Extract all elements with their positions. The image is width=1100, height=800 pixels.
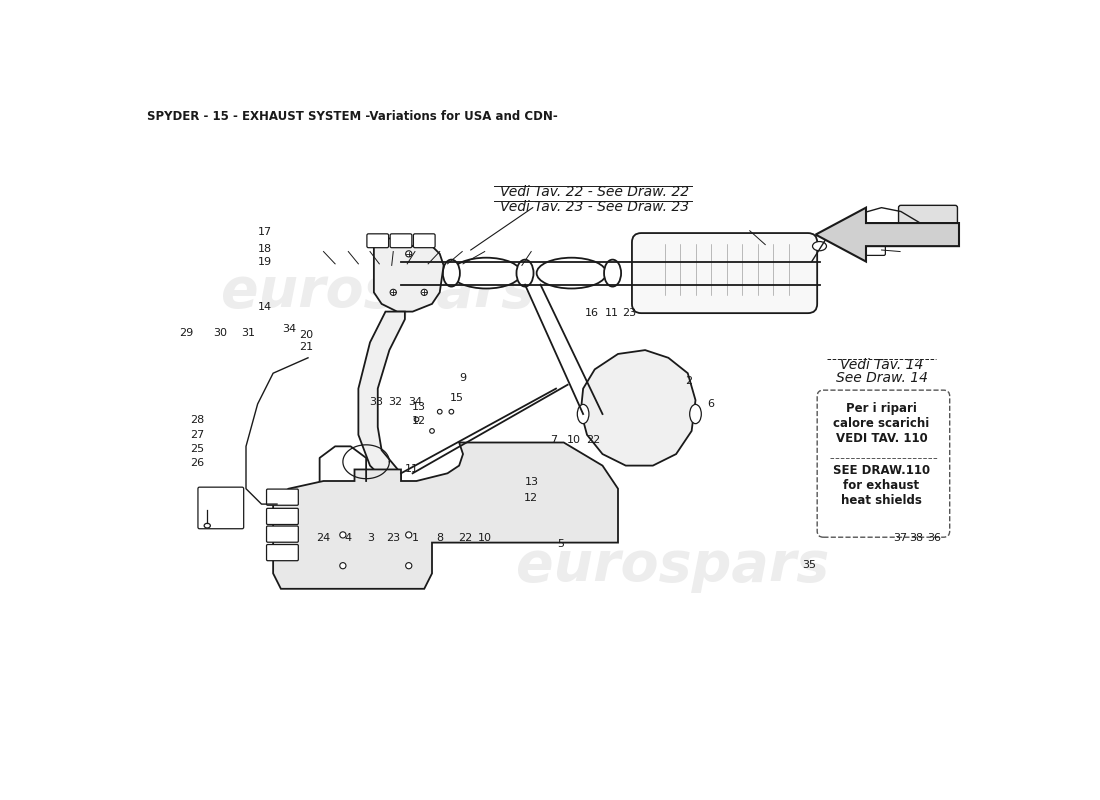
Text: 25: 25 [190,444,205,454]
Text: 29: 29 [179,328,194,338]
Text: 26: 26 [190,458,205,467]
Ellipse shape [449,410,453,414]
Text: 23: 23 [386,534,400,543]
Text: 4: 4 [344,534,352,543]
Polygon shape [581,350,695,466]
Ellipse shape [604,260,622,286]
Text: Vedi Tav. 14: Vedi Tav. 14 [839,358,923,372]
FancyBboxPatch shape [266,545,298,561]
Text: 28: 28 [190,415,205,425]
Text: eurospars: eurospars [516,538,829,593]
Text: 35: 35 [802,560,816,570]
Text: 37: 37 [893,534,907,543]
FancyBboxPatch shape [266,489,298,506]
Text: SPYDER - 15 - EXHAUST SYSTEM -Variations for USA and CDN-: SPYDER - 15 - EXHAUST SYSTEM -Variations… [146,110,558,123]
Text: 15: 15 [449,393,463,403]
Text: 19: 19 [258,258,273,267]
FancyBboxPatch shape [266,508,298,525]
Polygon shape [359,311,405,489]
Ellipse shape [517,260,534,286]
Ellipse shape [430,429,434,434]
FancyBboxPatch shape [899,206,957,241]
Ellipse shape [438,410,442,414]
Text: See Draw. 14: See Draw. 14 [836,371,927,385]
Text: 24: 24 [316,534,330,543]
Ellipse shape [690,404,702,424]
FancyBboxPatch shape [198,487,244,529]
Text: eurospars: eurospars [221,266,535,319]
Text: 14: 14 [258,302,273,312]
Ellipse shape [421,290,427,295]
FancyBboxPatch shape [817,390,949,538]
Text: 22: 22 [586,434,601,445]
Text: 27: 27 [190,430,205,440]
Ellipse shape [443,260,460,286]
Ellipse shape [537,258,606,289]
Text: Vedi Tav. 23 - See Draw. 23: Vedi Tav. 23 - See Draw. 23 [500,200,690,214]
Text: 21: 21 [299,342,314,352]
Text: 13: 13 [411,402,426,412]
Text: 32: 32 [388,397,401,406]
Text: 18: 18 [258,244,273,254]
Text: 3: 3 [366,534,374,543]
Text: Per i ripari
calore scarichi
VEDI TAV. 110: Per i ripari calore scarichi VEDI TAV. 1… [834,402,929,446]
Ellipse shape [205,523,210,528]
Ellipse shape [340,532,346,538]
Ellipse shape [406,532,411,538]
FancyBboxPatch shape [860,237,886,255]
Text: 17: 17 [258,226,273,237]
Ellipse shape [406,250,411,257]
Text: 33: 33 [370,397,383,406]
Ellipse shape [415,417,419,422]
Text: 10: 10 [566,434,581,445]
Text: 1: 1 [411,534,419,543]
Ellipse shape [340,562,346,569]
Text: 34: 34 [408,397,422,406]
Text: 38: 38 [909,534,923,543]
Ellipse shape [813,242,826,250]
Ellipse shape [578,404,588,424]
Text: 12: 12 [525,493,538,502]
Text: 10: 10 [478,534,493,543]
Text: 20: 20 [299,330,314,340]
Text: 31: 31 [241,328,255,338]
Text: SEE DRAW.110
for exhaust
heat shields: SEE DRAW.110 for exhaust heat shields [833,464,931,507]
Text: 5: 5 [557,539,564,550]
Polygon shape [273,442,618,589]
Text: 23: 23 [623,308,637,318]
Text: 34: 34 [283,324,296,334]
Text: 11: 11 [405,464,419,474]
Text: 16: 16 [585,308,598,318]
Polygon shape [815,208,959,262]
FancyBboxPatch shape [266,526,298,542]
Text: 6: 6 [707,399,714,409]
Text: 11: 11 [605,308,618,318]
Ellipse shape [406,562,411,569]
Text: Vedi Tav. 22 - See Draw. 22: Vedi Tav. 22 - See Draw. 22 [500,185,690,198]
Text: 13: 13 [525,478,538,487]
FancyBboxPatch shape [390,234,411,248]
FancyBboxPatch shape [631,233,817,313]
Text: 2: 2 [685,376,693,386]
Ellipse shape [451,258,521,289]
Ellipse shape [390,290,396,295]
Text: 36: 36 [927,534,942,543]
FancyBboxPatch shape [367,234,388,248]
Text: 12: 12 [411,416,426,426]
Text: 30: 30 [213,328,228,338]
FancyBboxPatch shape [414,234,436,248]
Text: 8: 8 [437,534,443,543]
Text: 9: 9 [460,373,466,383]
Text: 22: 22 [459,534,473,543]
Text: 7: 7 [550,434,557,445]
Polygon shape [374,238,443,311]
